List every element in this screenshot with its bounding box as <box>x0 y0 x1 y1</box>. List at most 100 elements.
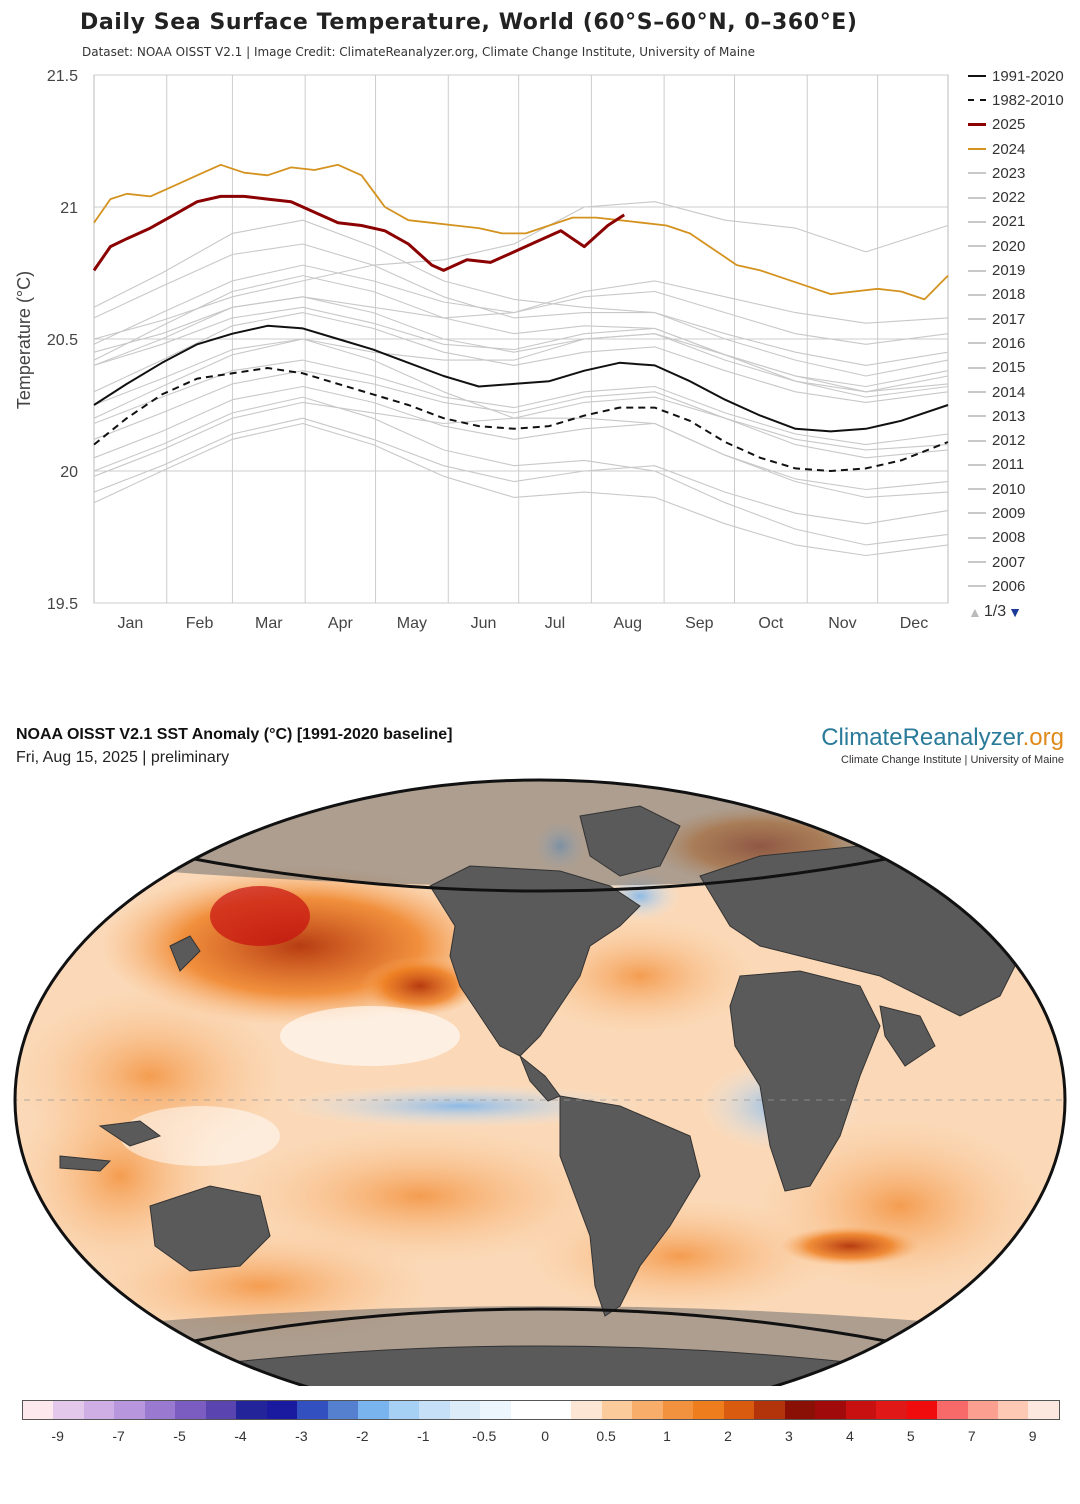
legend-label: 2025 <box>992 116 1026 134</box>
y-tick-label: 21 <box>60 200 78 217</box>
y-tick-label: 21.5 <box>47 68 78 85</box>
colorbar-segment <box>83 1401 115 1419</box>
legend-label: 2019 <box>992 262 1026 280</box>
legend-item-2018[interactable]: 2018 <box>968 283 1076 307</box>
x-tick-label: Apr <box>328 615 354 632</box>
series-line-2014 <box>93 333 949 406</box>
legend-item-2025[interactable]: 2025 <box>968 113 1076 137</box>
x-tick-label: Aug <box>614 615 642 632</box>
legend-item-2023[interactable]: 2023 <box>968 161 1076 185</box>
colorbar-label: -0.5 <box>472 1428 497 1444</box>
colorbar-segment <box>784 1401 816 1419</box>
colorbar-segment <box>937 1401 968 1419</box>
chart-subtitle: Dataset: NOAA OISST V2.1 | Image Credit:… <box>82 45 756 59</box>
legend-item-2010[interactable]: 2010 <box>968 477 1076 501</box>
legend-swatch <box>968 536 986 539</box>
legend-swatch <box>968 75 986 78</box>
legend-label: 2014 <box>992 383 1026 401</box>
legend-item-2012[interactable]: 2012 <box>968 428 1076 452</box>
legend-label: 2023 <box>992 164 1026 182</box>
legend-swatch <box>968 269 986 272</box>
colorbar-segment <box>876 1401 907 1419</box>
series-line-2020 <box>93 243 949 377</box>
ocean-field <box>15 780 1065 1386</box>
pager-up-icon[interactable]: ▲ <box>968 604 982 620</box>
legend-label: 2006 <box>992 577 1026 595</box>
legend-label: 1982-2010 <box>992 91 1064 109</box>
legend-pager[interactable]: ▲ 1/3 ▼ <box>968 603 1022 621</box>
legend-swatch <box>968 318 986 321</box>
legend-item-2021[interactable]: 2021 <box>968 210 1076 234</box>
legend-item-2007[interactable]: 2007 <box>968 550 1076 574</box>
colorbar-label: -2 <box>356 1428 369 1444</box>
x-tick-label: Sep <box>685 615 714 632</box>
legend-item-2015[interactable]: 2015 <box>968 356 1076 380</box>
legend-item-2020[interactable]: 2020 <box>968 234 1076 258</box>
x-tick-label: Jan <box>117 615 143 632</box>
colorbar-segment <box>906 1401 938 1419</box>
colorbar-label: -1 <box>417 1428 430 1444</box>
series-line-2024 <box>93 163 949 301</box>
legend-swatch <box>968 366 986 369</box>
legend-swatch <box>968 391 986 393</box>
legend-item-2013[interactable]: 2013 <box>968 404 1076 428</box>
legend-swatch <box>968 512 986 515</box>
legend-item-2016[interactable]: 2016 <box>968 331 1076 355</box>
legend-swatch <box>968 99 986 102</box>
legend-label: 2008 <box>992 529 1026 547</box>
y-tick-label: 20.5 <box>47 332 78 349</box>
legend-item-2009[interactable]: 2009 <box>968 501 1076 525</box>
colorbar-segment <box>815 1401 846 1419</box>
chart-title: Daily Sea Surface Temperature, World (60… <box>80 10 858 35</box>
series-line-2013 <box>93 359 949 446</box>
legend-item-2008[interactable]: 2008 <box>968 526 1076 550</box>
legend-swatch <box>968 342 986 345</box>
legend-swatch <box>968 561 986 564</box>
colorbar-segment <box>23 1401 54 1419</box>
legend-item-2022[interactable]: 2022 <box>968 185 1076 209</box>
legend-item-2011[interactable]: 2011 <box>968 453 1076 477</box>
colorbar-label: 4 <box>845 1428 854 1444</box>
legend-label: 2007 <box>992 553 1026 571</box>
series-line-2017 <box>93 275 949 398</box>
legend-item-1991-2020[interactable]: 1991-2020 <box>968 64 1076 88</box>
colorbar-segment <box>693 1401 724 1419</box>
sst-anomaly-map <box>13 778 1067 1386</box>
pager-down-icon[interactable]: ▼ <box>1008 604 1022 620</box>
series-line-2006 <box>93 422 949 557</box>
x-tick-label: Feb <box>186 615 214 632</box>
x-tick-label: May <box>397 615 427 632</box>
series-line-2025 <box>92 194 626 272</box>
chart-panel: Daily Sea Surface Temperature, World (60… <box>0 0 1080 650</box>
series-line-1982-2010 <box>93 367 949 472</box>
legend-item-2017[interactable]: 2017 <box>968 307 1076 331</box>
legend-label: 1991-2020 <box>992 67 1064 85</box>
colorbar-label: 0 <box>541 1428 550 1444</box>
colorbar-label: -4 <box>234 1428 247 1444</box>
legend-label: 2011 <box>992 456 1025 474</box>
legend-label: 2012 <box>992 432 1026 450</box>
legend-item-2014[interactable]: 2014 <box>968 380 1076 404</box>
colorbar-segment <box>205 1401 237 1419</box>
legend-swatch <box>968 463 986 466</box>
colorbar-label: 9 <box>1028 1428 1037 1444</box>
colorbar-label: 2 <box>724 1428 732 1444</box>
legend-item-2024[interactable]: 2024 <box>968 137 1076 161</box>
legend-item-1982-2010[interactable]: 1982-2010 <box>968 88 1076 112</box>
colorbar-segment <box>998 1401 1029 1419</box>
legend-item-2019[interactable]: 2019 <box>968 258 1076 282</box>
map-panel: NOAA OISST V2.1 SST Anomaly (°C) [1991-2… <box>0 660 1080 1504</box>
y-axis-label: Temperature (°C) <box>14 271 34 409</box>
colorbar-segment <box>327 1401 359 1419</box>
x-tick-label: Jun <box>471 615 497 632</box>
colorbar-segment <box>114 1401 145 1419</box>
colorbar-segment <box>571 1401 602 1419</box>
legend-label: 2021 <box>992 213 1026 231</box>
legend-item-2006[interactable]: 2006 <box>968 574 1076 598</box>
colorbar-segment <box>449 1401 481 1419</box>
legend-label: 2022 <box>992 189 1026 207</box>
legend-swatch <box>968 148 986 151</box>
legend-label: 2010 <box>992 480 1026 498</box>
series-line-2018 <box>93 312 949 403</box>
grid <box>93 74 949 604</box>
